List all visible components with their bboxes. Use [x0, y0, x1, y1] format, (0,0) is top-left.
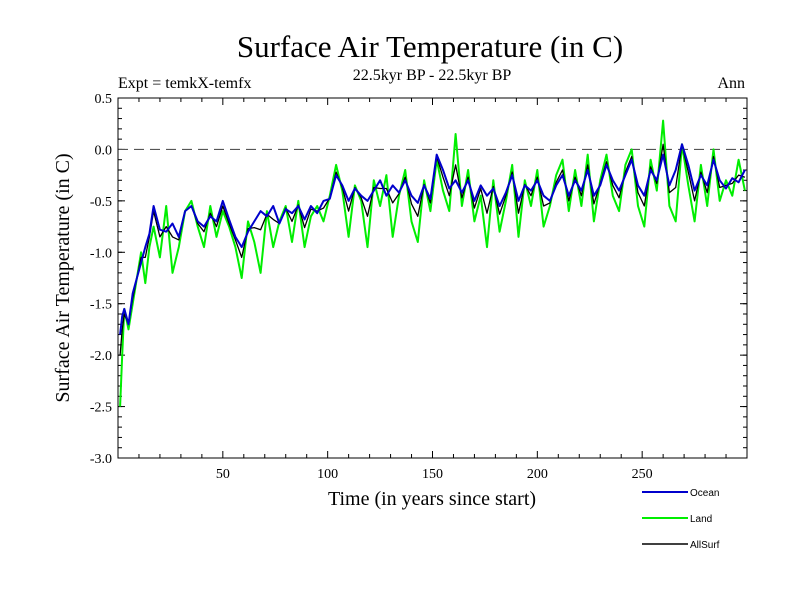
- plot-frame: [117, 97, 748, 459]
- chart-subtitle: 22.5kyr BP - 22.5kyr BP: [353, 67, 512, 84]
- x-tick-label: 100: [317, 467, 338, 482]
- legend-label-ocean: Ocean: [690, 488, 719, 499]
- y-axis-label: Surface Air Temperature (in C): [52, 153, 74, 402]
- season-label: Ann: [717, 75, 745, 92]
- y-tick-label: 0.5: [95, 92, 113, 107]
- series-line-land: [119, 119, 746, 407]
- y-tick-label: -2.5: [90, 401, 112, 416]
- x-tick-label: 150: [422, 467, 443, 482]
- y-tick-label: 0.0: [95, 143, 113, 158]
- experiment-label: Expt = temkX-temfx: [118, 75, 251, 92]
- plot-axes: -3.0 -2.5 -2.0 -1.5 -1.0 -0.5 0.0 0.5 50 100 150 20…: [90, 92, 747, 482]
- chart-title: Surface Air Temperature (in C): [237, 29, 623, 64]
- x-tick-label: 200: [527, 467, 548, 482]
- legend-label-allsurf: AllSurf: [690, 540, 720, 551]
- legend-label-land: Land: [690, 514, 712, 525]
- y-tick-label: -3.0: [90, 452, 112, 467]
- x-tick-label: 250: [632, 467, 653, 482]
- series-layer: [119, 119, 746, 407]
- y-tick-label: -0.5: [90, 195, 112, 210]
- series-line-allsurf: [119, 143, 746, 356]
- y-tick-label: -1.0: [90, 246, 112, 261]
- x-tick-label: 50: [216, 467, 230, 482]
- series-line-ocean: [119, 143, 746, 335]
- legend: Ocean Land AllSurf: [642, 488, 720, 551]
- y-tick-label: -1.5: [90, 298, 112, 313]
- x-axis-label: Time (in years since start): [328, 488, 536, 510]
- y-tick-label: -2.0: [90, 349, 112, 364]
